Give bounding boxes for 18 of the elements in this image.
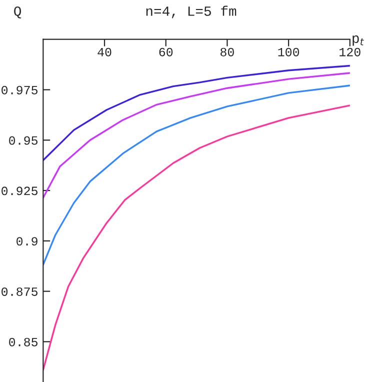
y-tick-label: 0.95 xyxy=(9,136,38,145)
x-tick-label: 100 xyxy=(278,48,300,56)
line-series xyxy=(43,84,350,266)
y-tick-label: 0.9 xyxy=(16,237,38,246)
x-axis-title: p$_{t}$ xyxy=(352,35,364,46)
y-tick-label: 0.975 xyxy=(2,86,38,94)
x-tick-label: 80 xyxy=(220,48,234,56)
chart-title: n=4, L=5 fm xyxy=(146,6,236,18)
y-tick-label: 0.875 xyxy=(2,287,38,296)
y-axis-title: Q xyxy=(14,6,22,18)
line-series xyxy=(43,72,350,199)
y-tick-label: 0.85 xyxy=(9,338,38,346)
x-tick-label: 120 xyxy=(340,48,360,56)
x-tick-label: 60 xyxy=(159,48,173,56)
line-series xyxy=(43,64,350,162)
y-tick-label: 0.925 xyxy=(2,186,38,196)
line-series xyxy=(43,104,350,371)
x-tick-label: 40 xyxy=(98,48,112,56)
